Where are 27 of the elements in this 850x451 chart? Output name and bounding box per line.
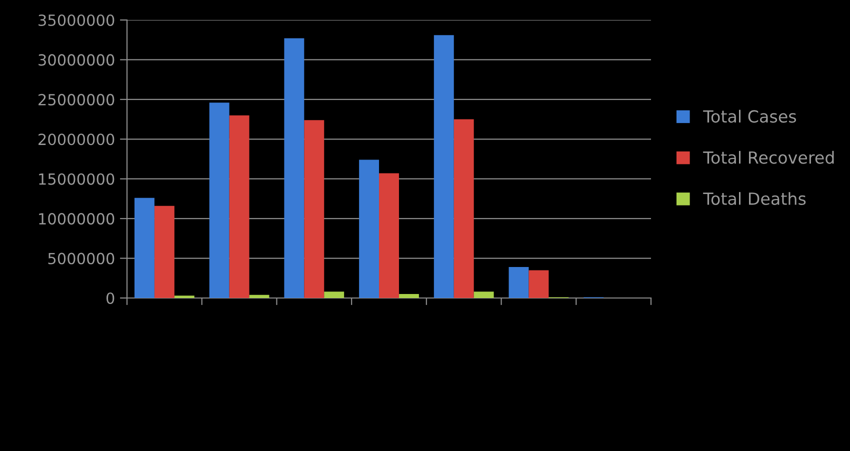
y-tick-label: 5000000 xyxy=(48,252,114,264)
y-tick-label: 35000000 xyxy=(38,14,114,26)
bar xyxy=(398,294,419,298)
bar xyxy=(154,206,174,298)
bar xyxy=(454,119,474,298)
bar xyxy=(249,294,270,298)
bar xyxy=(209,102,230,298)
bar xyxy=(284,38,304,298)
bar xyxy=(324,292,344,298)
legend-label: Total Recovered xyxy=(703,150,834,164)
y-tick-label: 15000000 xyxy=(39,173,114,185)
bar xyxy=(359,160,380,298)
y-tick-label: 25000000 xyxy=(38,94,114,106)
bar xyxy=(508,267,529,298)
y-tick-label: 20000000 xyxy=(38,134,114,146)
y-tick-label: 0 xyxy=(106,292,114,304)
bar xyxy=(379,173,399,298)
bar xyxy=(229,115,250,298)
y-tick-label: 10000000 xyxy=(39,213,114,225)
bar xyxy=(434,35,454,298)
bar xyxy=(304,120,324,298)
legend-label: Total Cases xyxy=(703,110,796,123)
y-tick-label: 30000000 xyxy=(38,54,114,66)
bar xyxy=(528,270,549,298)
legend-label: Total Deaths xyxy=(703,192,806,205)
bar xyxy=(134,198,154,298)
bar xyxy=(474,292,494,298)
